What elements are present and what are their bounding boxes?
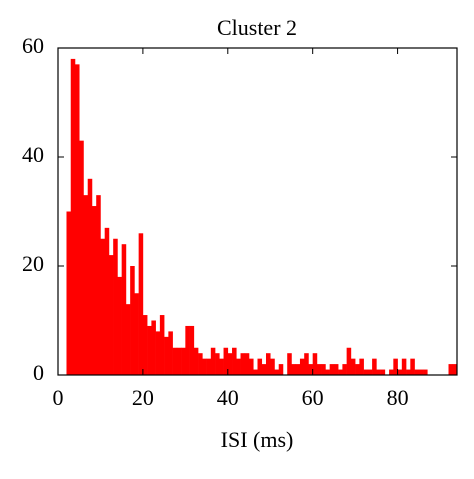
- bar: [83, 195, 89, 375]
- bar: [164, 336, 169, 375]
- bar: [249, 358, 254, 375]
- bar: [414, 369, 420, 375]
- bar: [321, 364, 326, 375]
- bar: [176, 347, 182, 375]
- bar: [448, 364, 454, 375]
- bar: [367, 369, 373, 375]
- bar: [121, 244, 127, 375]
- bar: [338, 369, 343, 375]
- bar: [393, 358, 398, 375]
- bar: [215, 353, 220, 375]
- bar: [316, 364, 322, 375]
- bar: [130, 266, 135, 375]
- bar: [125, 304, 131, 375]
- bar: [159, 315, 165, 375]
- plot-frame: [57, 47, 458, 376]
- bar: [227, 353, 233, 375]
- bar: [155, 331, 161, 375]
- bar: [265, 353, 271, 375]
- x-tick-label: 0: [53, 385, 64, 410]
- bar: [147, 325, 152, 375]
- bar: [151, 320, 156, 375]
- bar: [308, 364, 313, 375]
- bar: [329, 364, 335, 375]
- bar: [312, 353, 318, 375]
- bar: [117, 276, 122, 375]
- bar: [134, 293, 139, 375]
- y-tick-label: 60: [22, 33, 44, 58]
- bar: [274, 369, 280, 375]
- bar: [240, 353, 246, 375]
- bar: [236, 358, 241, 375]
- bar: [363, 369, 369, 375]
- bar: [193, 347, 199, 375]
- bar: [270, 358, 275, 375]
- x-axis-label: ISI (ms): [221, 427, 294, 452]
- x-tick-label: 60: [302, 385, 324, 410]
- bar: [295, 364, 301, 375]
- bar: [185, 325, 190, 375]
- bar: [342, 364, 347, 375]
- bar: [350, 358, 356, 375]
- bar: [223, 347, 229, 375]
- bar: [278, 364, 284, 375]
- bar: [232, 347, 237, 375]
- bar: [189, 325, 195, 375]
- x-tick-label: 40: [217, 385, 239, 410]
- bar: [397, 369, 403, 375]
- bar: [299, 358, 305, 375]
- bar: [74, 64, 80, 375]
- bar: [181, 347, 186, 375]
- bar: [410, 358, 415, 375]
- bar: [452, 364, 458, 375]
- bar: [325, 369, 330, 375]
- x-tick-label: 20: [132, 385, 154, 410]
- bar: [333, 364, 339, 375]
- bar: [202, 358, 207, 375]
- y-tick-label: 40: [22, 142, 44, 167]
- bar: [253, 369, 258, 375]
- bar: [142, 315, 148, 375]
- bar: [372, 358, 377, 375]
- y-tick-label: 0: [33, 360, 44, 385]
- bar: [206, 358, 212, 375]
- bar: [100, 238, 105, 375]
- bar: [401, 358, 407, 375]
- bar: [70, 58, 76, 376]
- bar: [113, 238, 118, 375]
- bar: [168, 331, 173, 375]
- bar: [219, 358, 224, 375]
- bar: [389, 369, 394, 375]
- bar: [87, 178, 93, 375]
- bar: [91, 206, 97, 375]
- y-tick-label: 20: [22, 251, 44, 276]
- bar: [96, 195, 101, 375]
- bar: [355, 364, 360, 375]
- bar: [66, 211, 72, 375]
- bar: [108, 255, 114, 375]
- bar: [79, 140, 84, 375]
- bar: [261, 364, 267, 375]
- bar: [198, 353, 203, 375]
- chart-title: Cluster 2: [217, 15, 297, 40]
- bar: [423, 369, 428, 375]
- bar: [304, 353, 309, 375]
- bar: [172, 347, 178, 375]
- bar: [138, 233, 144, 375]
- bar: [291, 364, 297, 375]
- bar: [104, 227, 110, 375]
- bar: [406, 369, 411, 375]
- bar: [244, 353, 250, 375]
- bar: [418, 369, 424, 375]
- bar: [346, 347, 352, 375]
- plot: [66, 58, 458, 376]
- bar: [380, 369, 386, 375]
- bar: [287, 353, 292, 375]
- bar: [359, 358, 364, 375]
- x-tick-label: 80: [387, 385, 409, 410]
- bar: [376, 369, 381, 375]
- bar: [257, 358, 263, 375]
- bar: [210, 347, 216, 375]
